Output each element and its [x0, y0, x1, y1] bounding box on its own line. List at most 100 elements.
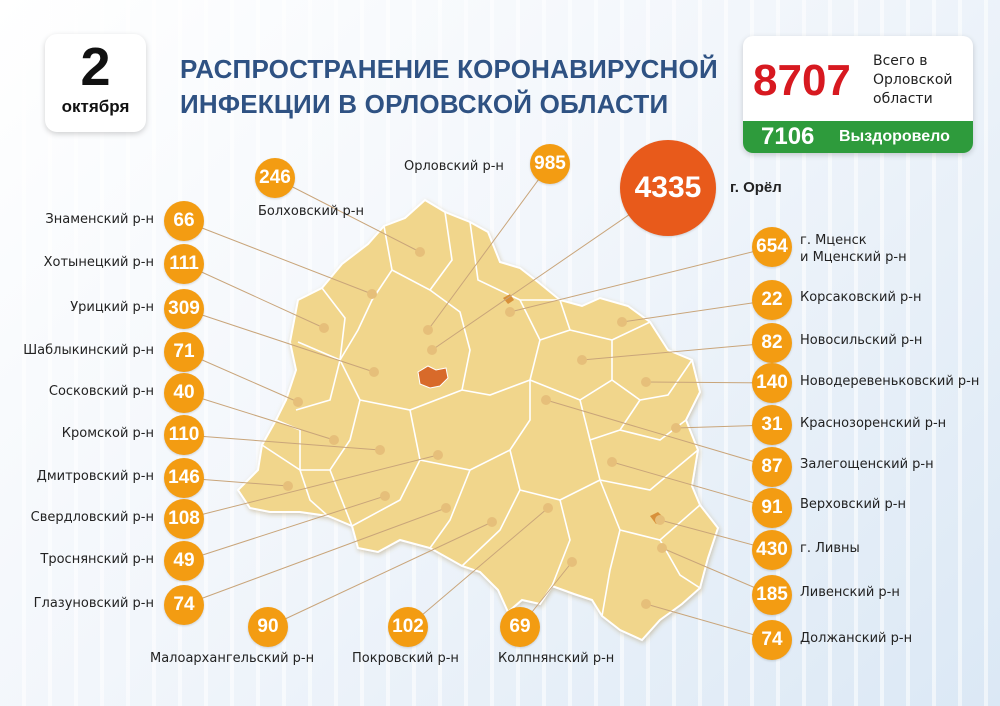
leader-line-novoderevenkovsky: [645, 381, 773, 384]
district-label-bolkhov: Болховский р-н: [258, 204, 364, 219]
district-label-mtsensk: г. Мценск и Мценский р-н: [800, 233, 907, 265]
district-label-novosil: Новосильский р-н: [800, 333, 923, 348]
district-label-livny: г. Ливны: [800, 541, 860, 556]
value-circle-novosil: 82: [752, 323, 792, 363]
value-circle-bolkhov: 246: [255, 158, 295, 198]
date-day: 2: [80, 37, 111, 97]
value-circle-verkhovye: 91: [752, 488, 792, 528]
value-circle-dolzhansky: 74: [752, 620, 792, 660]
district-center-znamensky: [367, 289, 377, 299]
value-circle-dmitrovsk: 146: [164, 458, 204, 498]
total-value: 8707: [753, 56, 851, 105]
district-label-shablykino: Шаблыкинский р-н: [23, 343, 154, 358]
district-borders: [261, 211, 701, 617]
value-circle-korsakovo: 22: [752, 280, 792, 320]
district-center-pokrovsky: [543, 503, 553, 513]
leader-line-zalegoshch: [545, 399, 773, 468]
orel-city-shape: [417, 365, 449, 389]
district-label-pokrovsky: Покровский р-н: [352, 651, 459, 666]
district-label-livensky: Ливенский р-н: [800, 585, 900, 600]
district-center-orlovsky: [423, 325, 433, 335]
total-label: Всего в Орловской области: [873, 53, 953, 107]
page-title: РАСПРОСТРАНЕНИЕ КОРОНАВИРУСНОЙ ИНФЕКЦИИ …: [180, 52, 720, 122]
district-center-soskovo: [329, 435, 339, 445]
district-center-kromy: [375, 445, 385, 455]
leader-line-dolzhansky: [645, 603, 773, 641]
value-circle-shablykino: 71: [164, 332, 204, 372]
district-center-dolzhansky: [641, 599, 651, 609]
leader-line-pokrovsky: [407, 507, 549, 628]
value-circle-khotynets: 111: [164, 244, 204, 284]
district-label-krasnaya_zarya: Краснозоренский р-н: [800, 416, 947, 431]
district-label-verkhovye: Верховский р-н: [800, 497, 906, 512]
district-center-zalegoshch: [541, 395, 551, 405]
district-centers: [283, 247, 681, 609]
leader-line-kromy: [183, 434, 381, 451]
district-center-glazunovka: [441, 503, 451, 513]
value-circle-trosna: 49: [164, 541, 204, 581]
district-center-sverdlovsky: [433, 450, 443, 460]
district-center-krasnaya_zarya: [671, 423, 681, 433]
district-label-znamensky: Знаменский р-н: [45, 212, 154, 227]
district-label-sverdlovsky: Свердловский р-н: [30, 510, 154, 525]
total-card: 8707 Всего в Орловской области 7106 Вызд…: [743, 36, 973, 153]
district-label-kolpny: Колпнянский р-н: [498, 651, 615, 666]
value-circle-livensky: 185: [752, 575, 792, 615]
recovered-label: Выздоровело: [839, 128, 950, 145]
leader-lines: [183, 163, 773, 641]
value-circle-sverdlovsky: 108: [164, 499, 204, 539]
district-label-uritsky: Урицкий р-н: [70, 300, 154, 315]
district-center-verkhovye: [607, 457, 617, 467]
district-label-korsakovo: Корсаковский р-н: [800, 290, 922, 305]
district-center-khotynets: [319, 323, 329, 333]
leader-line-uritsky: [183, 308, 375, 373]
value-circle-zalegoshch: 87: [752, 447, 792, 487]
leader-line-shablykino: [183, 351, 299, 403]
district-label-glazunovka: Глазуновский р-н: [33, 596, 154, 611]
value-circle-znamensky: 66: [164, 201, 204, 241]
leader-line-korsakovo: [621, 299, 773, 323]
district-label-orel: г. Орёл: [730, 179, 782, 196]
leader-line-glazunovka: [183, 507, 447, 606]
value-circle-orlovsky: 985: [530, 144, 570, 184]
district-center-trosna: [380, 491, 390, 501]
leader-line-sverdlovsky: [183, 454, 439, 520]
district-center-livny: [655, 515, 665, 525]
leader-line-trosna: [183, 495, 386, 562]
district-center-orel: [427, 345, 437, 355]
district-label-kromy: Кромской р-н: [61, 426, 154, 441]
district-label-khotynets: Хотынецкий р-н: [43, 255, 154, 270]
district-label-soskovo: Сосковский р-н: [48, 384, 154, 399]
value-circle-pokrovsky: 102: [388, 607, 428, 647]
leader-line-znamensky: [183, 220, 373, 295]
district-center-korsakovo: [617, 317, 627, 327]
district-center-kolpny: [567, 557, 577, 567]
value-circle-mtsensk: 654: [752, 227, 792, 267]
value-circle-kolpny: 69: [500, 607, 540, 647]
title-line-2: ИНФЕКЦИИ В ОРЛОВСКОЙ ОБЛАСТИ: [180, 89, 669, 119]
date-month: октября: [61, 97, 130, 116]
district-center-mtsensk: [505, 307, 515, 317]
district-label-dolzhansky: Должанский р-н: [800, 631, 913, 646]
district-center-shablykino: [293, 397, 303, 407]
district-center-bolkhov: [415, 247, 425, 257]
district-center-livensky: [657, 543, 667, 553]
leader-line-soskovo: [183, 392, 335, 441]
value-circle-krasnaya_zarya: 31: [752, 405, 792, 445]
recovered-bar: 7106 Выздоровело: [743, 121, 973, 153]
district-label-zalegoshch: Залегощенский р-н: [800, 457, 934, 472]
district-label-novoderevenkovsky: Новодеревеньковский р-н: [800, 374, 980, 389]
value-circle-soskovo: 40: [164, 373, 204, 413]
region-outline: [236, 198, 720, 642]
value-circle-maloarkhangelsk: 90: [248, 607, 288, 647]
district-label-orlovsky: Орловский р-н: [404, 159, 504, 174]
value-circle-novoderevenkovsky: 140: [752, 363, 792, 403]
district-center-dmitrovsk: [283, 481, 293, 491]
leader-line-novosil: [581, 342, 773, 361]
value-circle-orel: 4335: [620, 140, 716, 236]
district-center-novoderevenkovsky: [641, 377, 651, 387]
value-circle-kromy: 110: [164, 415, 204, 455]
district-center-maloarkhangelsk: [487, 517, 497, 527]
value-circle-livny: 430: [752, 530, 792, 570]
